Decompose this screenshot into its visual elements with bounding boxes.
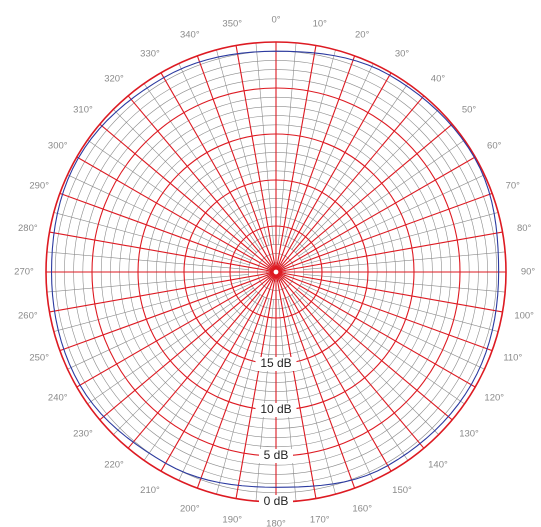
major-spoke: [275, 123, 453, 273]
angle-label: 20°: [355, 30, 370, 41]
major-spoke: [275, 72, 392, 273]
db-label-bg: [255, 357, 297, 371]
angle-label: 260°: [18, 310, 38, 321]
angle-label: 340°: [180, 30, 200, 41]
major-spoke: [196, 55, 277, 273]
major-spoke: [160, 271, 277, 472]
major-spoke: [275, 271, 317, 499]
angle-label: 280°: [18, 223, 38, 234]
angle-label: 0°: [271, 15, 280, 26]
angle-label: 60°: [487, 141, 502, 152]
db-label: 5 dB: [264, 448, 289, 462]
major-spoke: [59, 192, 277, 273]
angle-label: 150°: [392, 485, 412, 496]
major-spoke: [49, 271, 277, 313]
major-spoke: [99, 271, 277, 421]
major-spoke: [275, 95, 425, 273]
center-marker: [272, 268, 280, 276]
major-spoke: [275, 271, 503, 313]
major-spoke: [275, 231, 503, 273]
angle-label: 80°: [517, 223, 532, 234]
major-spoke: [76, 271, 277, 388]
major-spoke: [160, 72, 277, 273]
db-label: 10 dB: [260, 402, 291, 416]
db-label-bg: [259, 449, 293, 463]
db-label: 15 dB: [260, 356, 291, 370]
major-spoke: [49, 231, 277, 273]
major-spoke: [99, 123, 277, 273]
angle-label: 100°: [514, 310, 534, 321]
major-spoke: [275, 271, 453, 421]
angle-label: 240°: [48, 393, 68, 404]
angle-label: 250°: [29, 353, 49, 364]
angle-label: 120°: [484, 393, 504, 404]
angle-label: 40°: [431, 73, 446, 84]
angle-label: 290°: [29, 180, 49, 191]
major-spoke: [275, 156, 476, 273]
major-spoke: [275, 271, 356, 489]
angle-label: 30°: [395, 48, 410, 59]
angle-label: 220°: [104, 460, 124, 471]
angle-label: 140°: [428, 460, 448, 471]
major-spoke: [235, 45, 277, 273]
angle-label: 330°: [140, 48, 160, 59]
angle-label: 270°: [14, 267, 34, 278]
major-spoke: [275, 55, 356, 273]
angle-label: 180°: [266, 519, 286, 527]
major-spoke: [275, 271, 476, 388]
major-spoke: [235, 271, 277, 499]
db-labels: 0 dB 5 dB 10 dB 15 dB: [255, 356, 297, 509]
series-layer: [50, 50, 500, 488]
db-label-bg: [255, 403, 297, 417]
angle-label: 10°: [313, 18, 328, 29]
major-spoke: [76, 156, 277, 273]
major-spoke: [275, 192, 493, 273]
major-spoke: [196, 271, 277, 489]
db-label: 0 dB: [264, 494, 289, 508]
angle-label: 110°: [503, 353, 522, 364]
angle-label: 210°: [140, 485, 160, 496]
angle-label: 300°: [48, 141, 68, 152]
angle-label: 170°: [310, 515, 330, 526]
angle-label: 50°: [462, 105, 477, 116]
angle-label: 190°: [222, 515, 242, 526]
db-label-bg: [259, 495, 293, 509]
angle-label: 200°: [180, 503, 200, 514]
major-spoke: [275, 271, 493, 352]
angle-label: 320°: [104, 73, 124, 84]
series-trace: [50, 50, 500, 488]
angle-label: 90°: [521, 267, 536, 278]
major-spoke: [127, 271, 277, 449]
major-spoke: [127, 95, 277, 273]
major-spoke: [59, 271, 277, 352]
major-spoke: [275, 271, 392, 472]
angle-labels: 0° 10° 20° 30° 40° 50° 60° 70° 80° 90° 100° 110° 120…: [14, 15, 535, 527]
angle-label: 310°: [73, 105, 93, 116]
angle-label: 160°: [352, 503, 372, 514]
angle-label: 350°: [222, 18, 242, 29]
major-spoke: [275, 45, 317, 273]
angle-label: 70°: [506, 180, 521, 191]
major-grid: [45, 41, 507, 503]
major-spoke: [275, 271, 425, 449]
angle-label: 130°: [459, 428, 479, 439]
angle-label: 230°: [73, 428, 93, 439]
major-ring: [229, 225, 323, 319]
